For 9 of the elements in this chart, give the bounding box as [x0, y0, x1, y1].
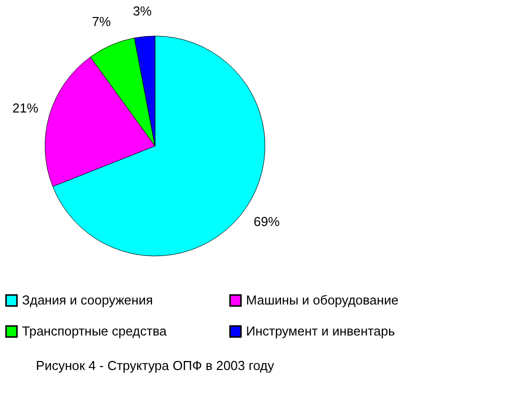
legend-label: Здания и сооружения — [22, 292, 153, 308]
text: Рисунок 4 - Структура ОПФ в 2003 году — [36, 358, 275, 373]
data-label: 21% — [12, 100, 39, 116]
legend-label: Инструмент и инвентарь — [246, 324, 396, 338]
data-label: 3% — [132, 4, 152, 19]
legend-label: Машины и оборудование — [246, 292, 398, 308]
data-label: 7% — [92, 14, 112, 30]
legend-label: Транспортные средства — [22, 324, 168, 338]
data-label: 69% — [254, 214, 280, 229]
